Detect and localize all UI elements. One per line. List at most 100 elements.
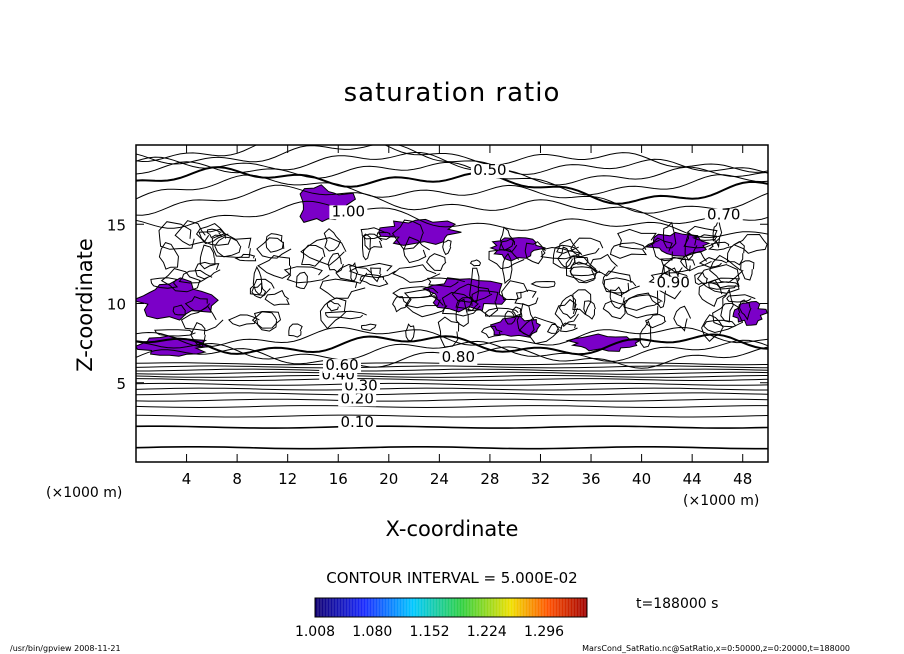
contour-line-cell-121	[180, 305, 224, 332]
contour-line-cell-134	[326, 300, 341, 312]
contour-line-cell-63	[572, 289, 592, 316]
contour-line-cell-21	[404, 295, 448, 318]
contour-line-flat-11	[136, 368, 768, 372]
contour-line-cell-132	[556, 238, 579, 254]
contour-line-cell-55	[324, 310, 367, 320]
contour-line-cell-127	[709, 254, 744, 284]
contour-line-cell-130	[570, 261, 598, 284]
contour-line-cell-93	[651, 237, 673, 262]
contour-line-cell-113	[392, 286, 439, 299]
x-axis-title: X-coordinate	[386, 517, 519, 541]
contour-line-cell-120	[256, 237, 292, 259]
contour-label-bg-6	[704, 208, 743, 223]
x-tick-label-2: 12	[278, 470, 297, 488]
contour-line-flat-4	[136, 398, 768, 402]
y-tick-label-0: 5	[116, 375, 126, 393]
contour-label-bg-9	[329, 205, 368, 220]
contour-line-cell-118	[172, 304, 186, 316]
footer-left: /usr/bin/gpview 2008-11-21	[10, 644, 121, 653]
y-axis-ticks: 5 10 15	[107, 216, 768, 393]
contour-line-flat-12	[136, 365, 768, 369]
contour-line-cell-49	[257, 254, 292, 279]
contour-line-cell-17	[694, 272, 709, 286]
contour-label-6: 0.70	[707, 205, 740, 223]
chart-title: saturation ratio	[344, 78, 561, 108]
contour-line-cell-91	[251, 311, 281, 329]
x-tick-label-0: 4	[182, 470, 192, 488]
contour-label-5: 0.60	[325, 356, 358, 374]
contour-line-cell-31	[662, 221, 677, 249]
contour-line-cell-80	[441, 291, 481, 317]
contour-line-cell-101	[732, 233, 768, 254]
contour-line-wavy-5	[136, 184, 768, 225]
x-unit-label-left: (×1000 m)	[46, 485, 122, 501]
contour-line-cell-88	[698, 257, 728, 268]
colorbar-label-2: 1.152	[409, 624, 449, 640]
shade-region-1	[378, 218, 462, 246]
contour-line-cell-42	[609, 242, 648, 259]
contour-line-cell-90	[150, 277, 179, 289]
y-tick-label-1: 10	[107, 296, 126, 314]
contour-line-cell-136	[662, 256, 696, 273]
contour-line-cell-108	[645, 313, 667, 329]
contour-line-wavy-9	[136, 152, 768, 186]
contour-line-cell-2	[361, 233, 372, 261]
x-tick-label-11: 48	[733, 470, 752, 488]
contour-line-cell-110	[392, 264, 441, 283]
contour-line-cell-40	[360, 227, 387, 240]
contour-label-bg-1	[338, 392, 377, 407]
contour-line-cell-114	[609, 286, 625, 310]
x-axis-ticks: 4 8 12 16 20 24 28 32 36 40 44 48	[182, 145, 752, 488]
x-tick-label-4: 20	[379, 470, 398, 488]
contour-label-bg-8	[654, 276, 693, 291]
contour-line-cell-128	[540, 246, 582, 260]
contour-line-cell-76	[228, 314, 260, 327]
contour-line-cell-48	[295, 271, 309, 290]
contour-line-cell-138	[698, 279, 728, 308]
y-axis-title: Z-coordinate	[73, 238, 97, 372]
contour-line-cell-73	[546, 324, 562, 334]
contour-line-cell-125	[392, 296, 409, 313]
contour-line-cell-43	[485, 307, 523, 317]
contour-line-cell-104	[504, 310, 517, 325]
x-unit-label-right: (×1000 m)	[683, 493, 759, 509]
contour-line-cell-83	[195, 223, 229, 245]
contour-plot: 0.100.200.300.400.500.600.700.800.901.00	[136, 145, 768, 450]
contour-label-8: 0.90	[656, 274, 689, 292]
colorbar-label-1: 1.080	[352, 624, 392, 640]
contour-line-wavy-8	[136, 161, 768, 196]
contour-lines	[136, 145, 768, 450]
contour-line-cell-82	[588, 253, 618, 277]
contour-line-cell-111	[426, 277, 466, 288]
contour-label-bg-4	[470, 164, 509, 179]
contour-line-flat-10	[136, 371, 768, 375]
contour-line-cell-117	[501, 280, 529, 301]
contour-line-cell-95	[198, 228, 231, 246]
shade-region-5	[136, 277, 219, 321]
contour-line-cell-119	[708, 281, 739, 290]
contour-line-cell-59	[249, 278, 275, 296]
contour-labels: 0.100.200.300.400.500.600.700.800.901.00	[319, 161, 743, 431]
contour-line-cell-72	[194, 261, 221, 280]
colorbar-stripes	[317, 598, 586, 617]
contour-line-flat-8	[136, 378, 768, 381]
contour-line-cell-102	[726, 240, 745, 266]
contour-line-cell-67	[720, 288, 734, 323]
contour-line-wavy-4	[136, 200, 768, 238]
contour-line-cell-98	[214, 236, 242, 258]
contour-line-cell-65	[502, 252, 513, 285]
x-tick-label-10: 44	[683, 470, 702, 488]
contour-line-cell-26	[558, 294, 578, 320]
contour-line-cell-27	[499, 226, 515, 251]
contour-line-cell-52	[696, 264, 740, 294]
contour-line-cell-123	[570, 237, 604, 258]
contour-line-wavy-2	[136, 333, 768, 356]
contour-label-7: 0.80	[442, 348, 475, 366]
contour-line-cell-4	[469, 259, 482, 267]
contour-line-cell-126	[251, 282, 267, 299]
contour-line-cell-75	[154, 329, 196, 337]
shade-region-2	[489, 237, 546, 262]
contour-line-cell-70	[679, 250, 712, 272]
contour-line-cell-44	[565, 255, 597, 283]
